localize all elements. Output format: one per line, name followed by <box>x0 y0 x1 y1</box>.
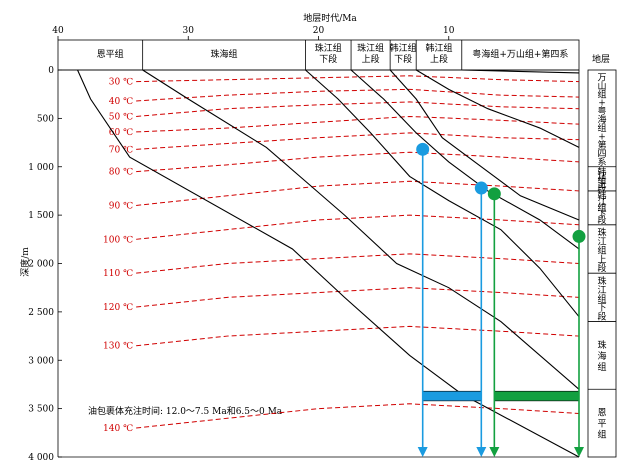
strata-label-char: 恩 <box>597 408 606 419</box>
strata-label-char: 海 <box>597 350 606 362</box>
formation-band-label: 珠海组 <box>211 48 238 60</box>
y-tick-label: 500 <box>37 114 54 124</box>
strata-header: 地层 <box>592 53 610 65</box>
isotherm-label: 70 ℃ <box>109 145 133 155</box>
charge-point-marker <box>573 230 586 243</box>
charge-point-marker <box>416 143 429 156</box>
y-tick-label: 3 000 <box>28 356 54 366</box>
isotherm-label: 120 ℃ <box>103 303 133 313</box>
charge-point-marker <box>488 187 501 200</box>
burial-curve <box>462 70 579 73</box>
x-tick-label: 20 <box>313 26 325 36</box>
charge-window-bar <box>494 391 579 401</box>
charge-arrow-head <box>476 447 486 457</box>
y-tick-label: 0 <box>48 66 54 76</box>
y-tick-label: 1 000 <box>28 163 54 173</box>
isotherm-line <box>136 326 579 345</box>
y-tick-label: 4 000 <box>28 453 54 463</box>
strata-label-char: 平 <box>597 419 606 430</box>
isotherm-line <box>136 102 579 117</box>
strata-label-char: 组 <box>597 361 606 373</box>
y-tick-label: 3 500 <box>28 405 54 415</box>
isotherm-label: 100 ℃ <box>103 235 133 245</box>
formation-band-label: 上段 <box>430 53 448 65</box>
formation-band-label: 上段 <box>362 53 380 65</box>
charge-arrow-head <box>489 447 499 457</box>
formation-band-label: 珠江组 <box>357 42 384 54</box>
strata-label-char: 段 <box>597 262 606 274</box>
formation-band-label: 粤海组+万山组+第四系 <box>472 48 568 60</box>
strata-label-char: 系 <box>597 157 606 168</box>
isotherm-line <box>136 254 579 273</box>
isotherm-line <box>136 288 579 307</box>
isotherm-line <box>136 89 579 101</box>
formation-band-label: 下段 <box>319 53 337 65</box>
x-tick-label: 30 <box>183 26 195 36</box>
isotherm-label: 130 ℃ <box>103 342 133 352</box>
isotherm-line <box>136 76 579 82</box>
formation-band-label: 韩江组 <box>425 42 452 54</box>
formation-band-label: 恩平组 <box>97 48 124 60</box>
isotherm-label: 40 ℃ <box>109 97 133 107</box>
isotherm-label: 60 ℃ <box>109 128 133 138</box>
isotherm-label: 30 ℃ <box>109 78 133 88</box>
isotherm-line <box>136 152 579 171</box>
isotherm-label: 140 ℃ <box>103 424 133 434</box>
formation-band-label: 下段 <box>394 53 412 65</box>
strata-label-char: 段 <box>597 214 606 226</box>
strata-label-char: 珠 <box>597 339 606 351</box>
y-tick-label: 1 500 <box>28 211 54 221</box>
strata-label-char: 段 <box>597 311 606 323</box>
charge-window-bar <box>423 391 482 401</box>
isotherm-label: 50 ℃ <box>109 112 133 122</box>
isotherm-label: 90 ℃ <box>109 201 133 211</box>
formation-band-label: 韩江组 <box>390 42 417 54</box>
charge-point-marker <box>475 182 488 195</box>
x-tick-label: 40 <box>52 26 64 36</box>
y-tick-label: 2 000 <box>28 260 54 270</box>
isotherm-label: 110 ℃ <box>103 269 133 279</box>
x-tick-label: 10 <box>443 26 455 36</box>
isotherm-line <box>136 133 579 149</box>
isotherm-label: 80 ℃ <box>109 168 133 178</box>
formation-band-label: 珠江组 <box>315 42 342 54</box>
x-axis-title: 地层时代/Ma <box>303 12 357 24</box>
strata-label-char: 组 <box>597 429 606 441</box>
charge-note: 油包裹体充注时间: 12.0～7.5 Ma和6.5～0 Ma <box>88 405 283 417</box>
y-tick-label: 2 500 <box>28 308 54 318</box>
isotherm-line <box>136 181 579 205</box>
charge-arrow-head <box>418 447 428 457</box>
burial-curve <box>305 70 579 317</box>
